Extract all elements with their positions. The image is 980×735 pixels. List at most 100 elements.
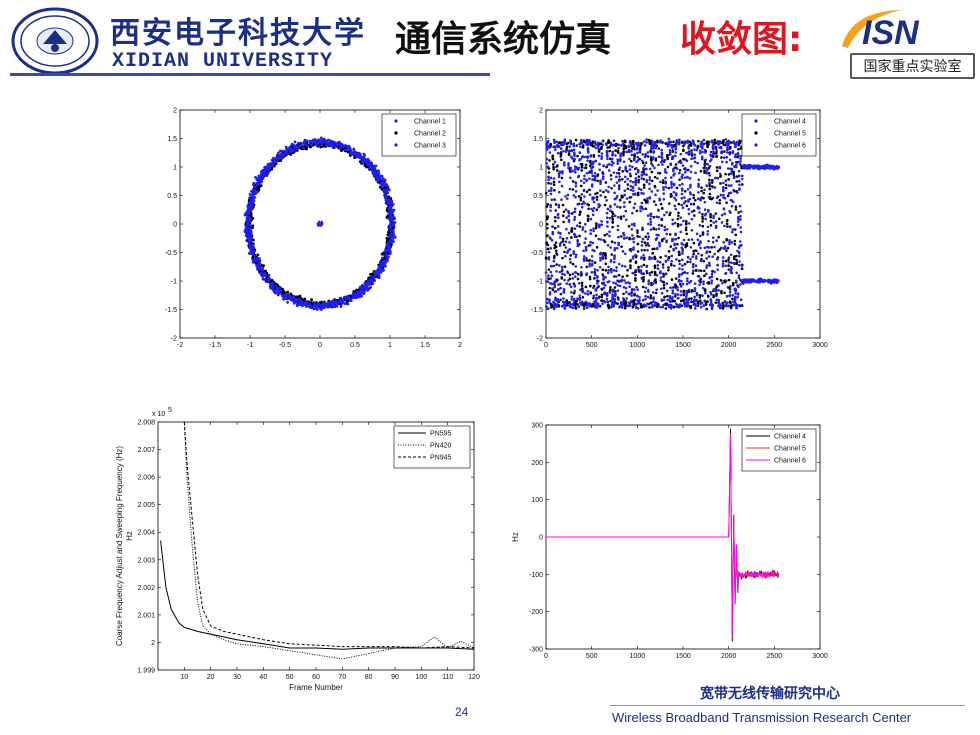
data-point: [678, 168, 682, 172]
data-point: [705, 264, 709, 267]
data-point: [384, 259, 388, 263]
data-point: [646, 197, 649, 200]
data-point: [646, 232, 650, 235]
data-point: [640, 205, 644, 209]
data-point: [544, 191, 548, 195]
data-point: [595, 293, 598, 297]
data-point: [636, 193, 640, 197]
data-point: [667, 255, 671, 259]
data-point: [270, 278, 274, 282]
data-point: [670, 254, 674, 258]
data-point: [690, 288, 694, 292]
data-point: [303, 140, 307, 144]
data-point: [603, 300, 607, 304]
data-point: [385, 195, 388, 199]
data-point: [677, 236, 680, 240]
data-point: [662, 192, 666, 195]
data-point: [677, 273, 681, 276]
data-point: [715, 154, 718, 158]
data-point: [671, 289, 675, 292]
data-point: [584, 141, 588, 144]
data-point: [632, 193, 635, 196]
data-point: [642, 172, 646, 176]
slide-title: 通信系统仿真: [395, 19, 612, 60]
data-point: [314, 304, 317, 308]
data-point: [586, 202, 589, 206]
data-point: [719, 279, 723, 282]
data-point: [256, 253, 260, 257]
data-point: [624, 286, 628, 290]
data-point: [562, 220, 565, 224]
data-point: [590, 259, 594, 263]
data-point: [589, 228, 593, 232]
data-point: [297, 145, 300, 149]
data-point: [721, 185, 725, 189]
data-point: [630, 291, 633, 295]
data-point: [612, 305, 615, 308]
data-point: [593, 261, 597, 264]
data-point: [572, 142, 576, 146]
data-point: [633, 192, 637, 195]
data-point: [739, 214, 742, 218]
data-point: [563, 161, 566, 164]
data-point: [690, 149, 693, 152]
data-point: [563, 250, 566, 254]
data-point: [547, 250, 551, 254]
data-point: [642, 140, 646, 143]
data-point: [304, 143, 307, 146]
data-point: [602, 281, 605, 285]
data-point: [545, 242, 548, 246]
data-point: [263, 170, 267, 174]
data-point: [552, 256, 556, 260]
data-point: [624, 218, 628, 222]
data-point: [730, 241, 734, 244]
data-point: [632, 255, 635, 258]
data-point: [642, 177, 646, 181]
data-point: [621, 178, 624, 181]
data-point: [599, 251, 603, 255]
data-point: [588, 304, 591, 308]
data-point: [664, 170, 667, 174]
data-point: [561, 272, 564, 276]
data-point: [558, 242, 562, 246]
data-point: [553, 148, 557, 151]
data-point: [289, 292, 293, 296]
data-point: [291, 149, 294, 153]
data-point: [650, 139, 654, 143]
data-point: [566, 270, 569, 273]
data-point: [550, 186, 553, 190]
data-point: [644, 294, 647, 298]
data-point: [703, 188, 706, 192]
data-point: [586, 155, 590, 158]
data-point: [550, 198, 554, 202]
data-point: [551, 157, 555, 161]
data-point: [620, 194, 624, 198]
data-point: [305, 147, 308, 151]
data-point: [552, 264, 556, 268]
data-point: [642, 272, 645, 276]
data-point: [713, 186, 717, 189]
data-point: [681, 164, 685, 167]
data-point: [686, 187, 690, 191]
data-point: [733, 239, 737, 243]
data-point: [661, 140, 664, 144]
data-point: [677, 250, 681, 254]
data-point: [278, 290, 282, 293]
data-point: [725, 249, 728, 253]
data-point: [705, 141, 709, 145]
data-point: [712, 214, 715, 218]
data-point: [613, 214, 617, 218]
data-point: [295, 149, 299, 152]
data-point: [615, 175, 618, 179]
data-point: [559, 286, 562, 290]
data-point: [555, 270, 558, 273]
data-point: [689, 260, 692, 264]
data-point: [317, 222, 320, 226]
data-point: [590, 169, 593, 172]
data-point: [676, 224, 680, 228]
data-point: [556, 212, 560, 216]
data-point: [587, 302, 591, 306]
data-point: [737, 160, 740, 164]
data-point: [721, 256, 725, 259]
data-point: [647, 244, 651, 247]
